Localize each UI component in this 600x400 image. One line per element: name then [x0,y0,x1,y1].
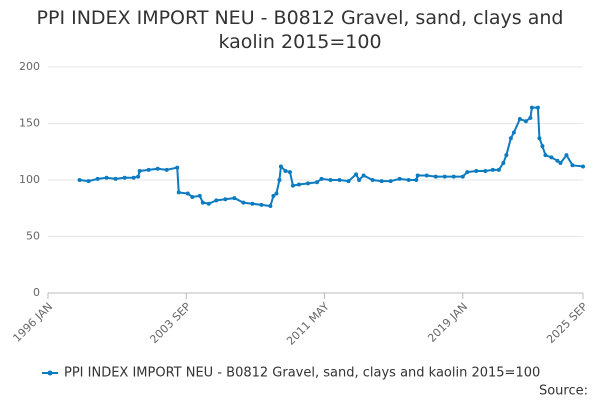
point [223,197,228,202]
point [104,175,109,180]
x-tick-label: 1996 JAN [10,300,55,345]
point [232,196,237,201]
point [175,165,180,170]
point [271,193,276,198]
point [206,201,211,206]
point [424,173,429,178]
point [549,155,554,160]
point [277,178,282,182]
point [328,178,333,182]
point [535,105,540,110]
point [523,119,528,124]
point [406,178,411,182]
point [540,144,545,149]
point [465,170,470,175]
point [357,178,362,182]
point [137,168,142,173]
y-tick-label: 100 [19,173,40,186]
point [77,178,82,182]
point [379,179,384,184]
point [511,130,516,135]
point [290,183,295,188]
point [250,201,255,206]
legend-label: PPI INDEX IMPORT NEU - B0812 Gravel, san… [64,366,540,381]
y-tick-label: 0 [33,286,40,299]
point [95,176,100,181]
point [185,191,190,196]
point [241,200,246,205]
point [86,179,91,184]
point [537,136,542,141]
point [259,202,264,207]
point [190,194,195,199]
y-tick-label: 50 [26,230,40,243]
point [278,164,283,169]
point [370,178,375,182]
point [581,164,585,169]
x-tick-label: 2019 JAN [425,300,470,345]
line [79,106,584,208]
point [136,174,141,179]
point [451,174,456,179]
point [197,193,202,198]
x-tick-label: 2011 MAY [284,300,332,348]
source: Source: [539,384,588,399]
point [268,203,273,208]
point [354,172,359,177]
point [414,178,419,182]
point [283,168,288,173]
point [346,179,351,184]
point [361,173,366,178]
point [146,167,151,172]
point [397,176,402,181]
point [315,180,320,185]
point [155,166,160,171]
point [388,179,393,184]
point [501,161,506,166]
point [122,175,127,180]
point [415,173,420,178]
point [337,178,342,182]
point [433,174,438,179]
point [508,136,513,141]
point [474,168,479,173]
point [319,176,324,181]
point [296,182,301,187]
point [504,153,509,158]
legend-marker [47,370,53,376]
point [305,181,310,186]
point [483,168,488,173]
point [113,176,118,181]
point [176,190,181,195]
x-tick-label: 2025 SEP [544,300,590,346]
point [490,167,495,172]
x-tick-label: 2003 SEP [147,300,193,346]
point [164,167,169,172]
point [496,167,501,172]
point [564,153,569,158]
point [558,161,563,166]
point [200,200,205,205]
point [529,105,534,110]
point [555,158,560,163]
point [460,174,465,179]
point [570,163,575,168]
point [287,170,292,175]
point [442,174,447,179]
point [543,153,548,158]
point [528,115,533,120]
point [131,175,136,180]
y-tick-label: 200 [19,60,40,73]
point [517,116,522,121]
chart-title: PPI INDEX IMPORT NEU - B0812 Gravel, san… [36,7,564,53]
point [274,191,279,196]
y-tick-label: 150 [19,117,40,130]
point [214,198,219,203]
